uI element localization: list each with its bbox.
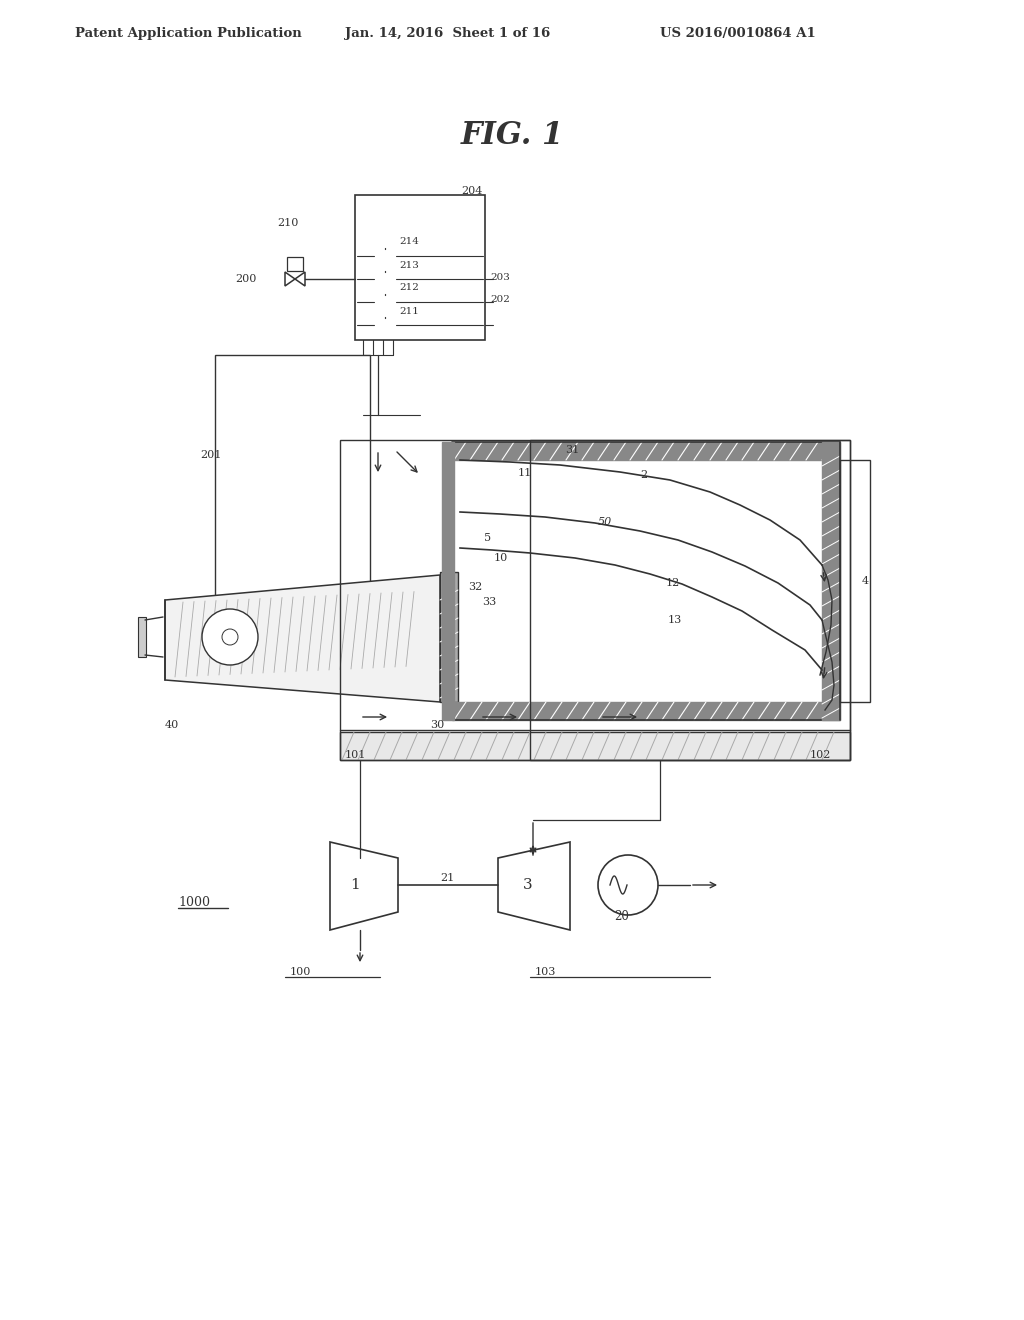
Text: 32: 32 (468, 582, 482, 591)
Text: 100: 100 (290, 968, 311, 977)
Text: 50: 50 (598, 517, 612, 527)
Text: 40: 40 (165, 719, 179, 730)
Bar (138, 616, 146, 657)
Circle shape (202, 609, 258, 665)
Bar (287, 257, 303, 271)
Circle shape (222, 630, 238, 645)
Text: 212: 212 (399, 284, 419, 293)
Text: 214: 214 (399, 238, 419, 247)
Text: 4: 4 (862, 576, 869, 586)
Bar (822, 442, 840, 719)
Text: 10: 10 (494, 553, 508, 564)
Text: 200: 200 (236, 275, 257, 284)
Text: 1000: 1000 (178, 895, 210, 908)
Text: 201: 201 (200, 450, 221, 459)
Text: 12: 12 (666, 578, 680, 587)
Text: 203: 203 (490, 272, 510, 281)
Text: 30: 30 (430, 719, 444, 730)
Bar (215, 355, 370, 610)
Text: 13: 13 (668, 615, 682, 624)
Text: 204: 204 (462, 186, 483, 195)
Bar (840, 459, 870, 702)
Text: 20: 20 (614, 911, 629, 924)
Text: Patent Application Publication: Patent Application Publication (75, 26, 302, 40)
Text: 1: 1 (350, 878, 359, 892)
Bar (440, 572, 458, 702)
Text: 103: 103 (535, 968, 556, 977)
Text: US 2016/0010864 A1: US 2016/0010864 A1 (660, 26, 816, 40)
Bar (442, 442, 454, 719)
Bar (355, 195, 485, 341)
Polygon shape (165, 576, 440, 702)
Bar (452, 702, 840, 719)
Text: 2: 2 (640, 470, 647, 480)
Text: 21: 21 (440, 873, 455, 883)
Text: 33: 33 (482, 597, 497, 607)
Text: 5: 5 (484, 533, 492, 543)
Text: 202: 202 (490, 296, 510, 305)
Text: FIG. 1: FIG. 1 (461, 120, 563, 150)
Text: 11: 11 (518, 469, 532, 478)
Text: 3: 3 (523, 878, 532, 892)
Text: 101: 101 (345, 750, 367, 760)
Text: 213: 213 (399, 260, 419, 269)
Bar (452, 442, 840, 459)
Text: 102: 102 (810, 750, 831, 760)
Bar (340, 440, 850, 760)
Bar (530, 440, 850, 760)
Text: Jan. 14, 2016  Sheet 1 of 16: Jan. 14, 2016 Sheet 1 of 16 (345, 26, 550, 40)
Text: 31: 31 (565, 445, 580, 455)
Text: 211: 211 (399, 306, 419, 315)
Bar (340, 733, 850, 760)
Text: 210: 210 (278, 218, 298, 228)
